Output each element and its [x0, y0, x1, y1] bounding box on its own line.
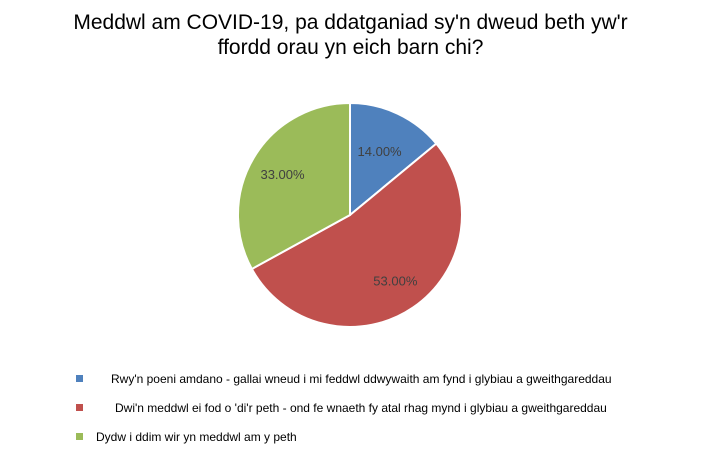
pie-data-label: 33.00% — [260, 167, 305, 182]
pie-slices — [237, 101, 463, 328]
chart-title: Meddwl am COVID-19, pa ddatganiad sy'n d… — [0, 10, 701, 60]
pie-data-label: 53.00% — [373, 274, 418, 289]
pie-data-labels: 14.00% 53.00% 33.00% — [260, 144, 417, 289]
legend-label: Rwy'n poeni amdano - gallai wneud i mi f… — [111, 372, 612, 386]
pie-data-label: 14.00% — [358, 144, 403, 159]
chart-title-line-2: ffordd orau yn eich barn chi? — [217, 36, 484, 59]
pie-slice — [237, 101, 351, 271]
legend-label: Dydw i ddim wir yn meddwl am y peth — [96, 430, 297, 444]
pie-slice — [250, 142, 463, 328]
legend-swatch-red — [76, 404, 83, 411]
legend-label: Dwi'n meddwl ei fod o 'di'r peth - ond f… — [115, 401, 607, 415]
legend-swatch-blue — [76, 375, 83, 382]
legend-swatch-green — [76, 433, 83, 440]
pie-slice — [349, 101, 438, 218]
chart-title-line-1: Meddwl am COVID-19, pa ddatganiad sy'n d… — [73, 11, 628, 34]
